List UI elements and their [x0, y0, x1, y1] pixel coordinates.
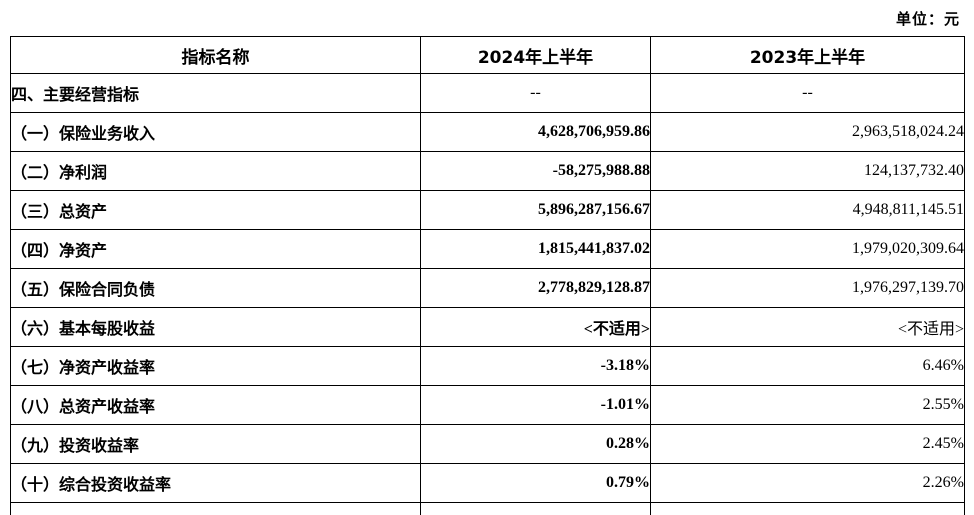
value-2024: -3.18%: [420, 346, 651, 386]
table-row: （四）净资产 1,815,441,837.02 1,979,020,309.64: [10, 229, 965, 269]
table-row: （一）保险业务收入 4,628,706,959.86 2,963,518,024…: [10, 112, 965, 152]
value-2023: 2.45%: [650, 424, 965, 464]
value-2024: <不适用>: [420, 307, 651, 347]
value-2024: 5,896,287,156.67: [420, 190, 651, 230]
indicator-label: （十）综合投资收益率: [10, 463, 421, 503]
clipped-cell: [10, 502, 421, 515]
indicator-label: （八）总资产收益率: [10, 385, 421, 425]
table-row: （七）净资产收益率 -3.18% 6.46%: [10, 346, 965, 386]
table-row: （二）净利润 -58,275,988.88 124,137,732.40: [10, 151, 965, 191]
financial-indicators-table: 指标名称 2024年上半年 2023年上半年 四、主要经营指标 -- -- （一…: [10, 36, 965, 515]
value-2024: 1,815,441,837.02: [420, 229, 651, 269]
value-2023: 4,948,811,145.51: [650, 190, 965, 230]
section-value-2024: --: [420, 73, 651, 113]
value-2023: 6.46%: [650, 346, 965, 386]
value-2024: 4,628,706,959.86: [420, 112, 651, 152]
header-2023-h1: 2023年上半年: [650, 36, 965, 74]
value-2024: -58,275,988.88: [420, 151, 651, 191]
header-indicator-name: 指标名称: [10, 36, 421, 74]
value-2023: 124,137,732.40: [650, 151, 965, 191]
value-2023: <不适用>: [650, 307, 965, 347]
table-row: （六）基本每股收益 <不适用> <不适用>: [10, 307, 965, 347]
indicator-label: （九）投资收益率: [10, 424, 421, 464]
value-2024: 0.28%: [420, 424, 651, 464]
table-row: （九）投资收益率 0.28% 2.45%: [10, 424, 965, 464]
value-2023: 1,979,020,309.64: [650, 229, 965, 269]
clipped-cell: [420, 502, 651, 515]
indicator-label: （七）净资产收益率: [10, 346, 421, 386]
table-row: （十）综合投资收益率 0.79% 2.26%: [10, 463, 965, 503]
indicator-label: （五）保险合同负债: [10, 268, 421, 308]
value-2024: 0.79%: [420, 463, 651, 503]
header-2024-h1: 2024年上半年: [420, 36, 651, 74]
value-2023: 2.26%: [650, 463, 965, 503]
section-title: 四、主要经营指标: [10, 73, 421, 113]
table-row: （八）总资产收益率 -1.01% 2.55%: [10, 385, 965, 425]
clipped-next-row: [10, 502, 965, 515]
section-value-2023: --: [650, 73, 965, 113]
value-2023: 2.55%: [650, 385, 965, 425]
indicator-label: （六）基本每股收益: [10, 307, 421, 347]
indicator-label: （三）总资产: [10, 190, 421, 230]
indicator-label: （二）净利润: [10, 151, 421, 191]
table-row: （三）总资产 5,896,287,156.67 4,948,811,145.51: [10, 190, 965, 230]
value-2023: 2,963,518,024.24: [650, 112, 965, 152]
value-2024: 2,778,829,128.87: [420, 268, 651, 308]
unit-label: 单位：元: [895, 10, 960, 28]
table-header-row: 指标名称 2024年上半年 2023年上半年: [10, 36, 965, 74]
value-2024: -1.01%: [420, 385, 651, 425]
indicator-label: （四）净资产: [10, 229, 421, 269]
value-2023: 1,976,297,139.70: [650, 268, 965, 308]
clipped-cell: [650, 502, 965, 515]
table-row: （五）保险合同负债 2,778,829,128.87 1,976,297,139…: [10, 268, 965, 308]
indicator-label: （一）保险业务收入: [10, 112, 421, 152]
section-row: 四、主要经营指标 -- --: [10, 73, 965, 113]
